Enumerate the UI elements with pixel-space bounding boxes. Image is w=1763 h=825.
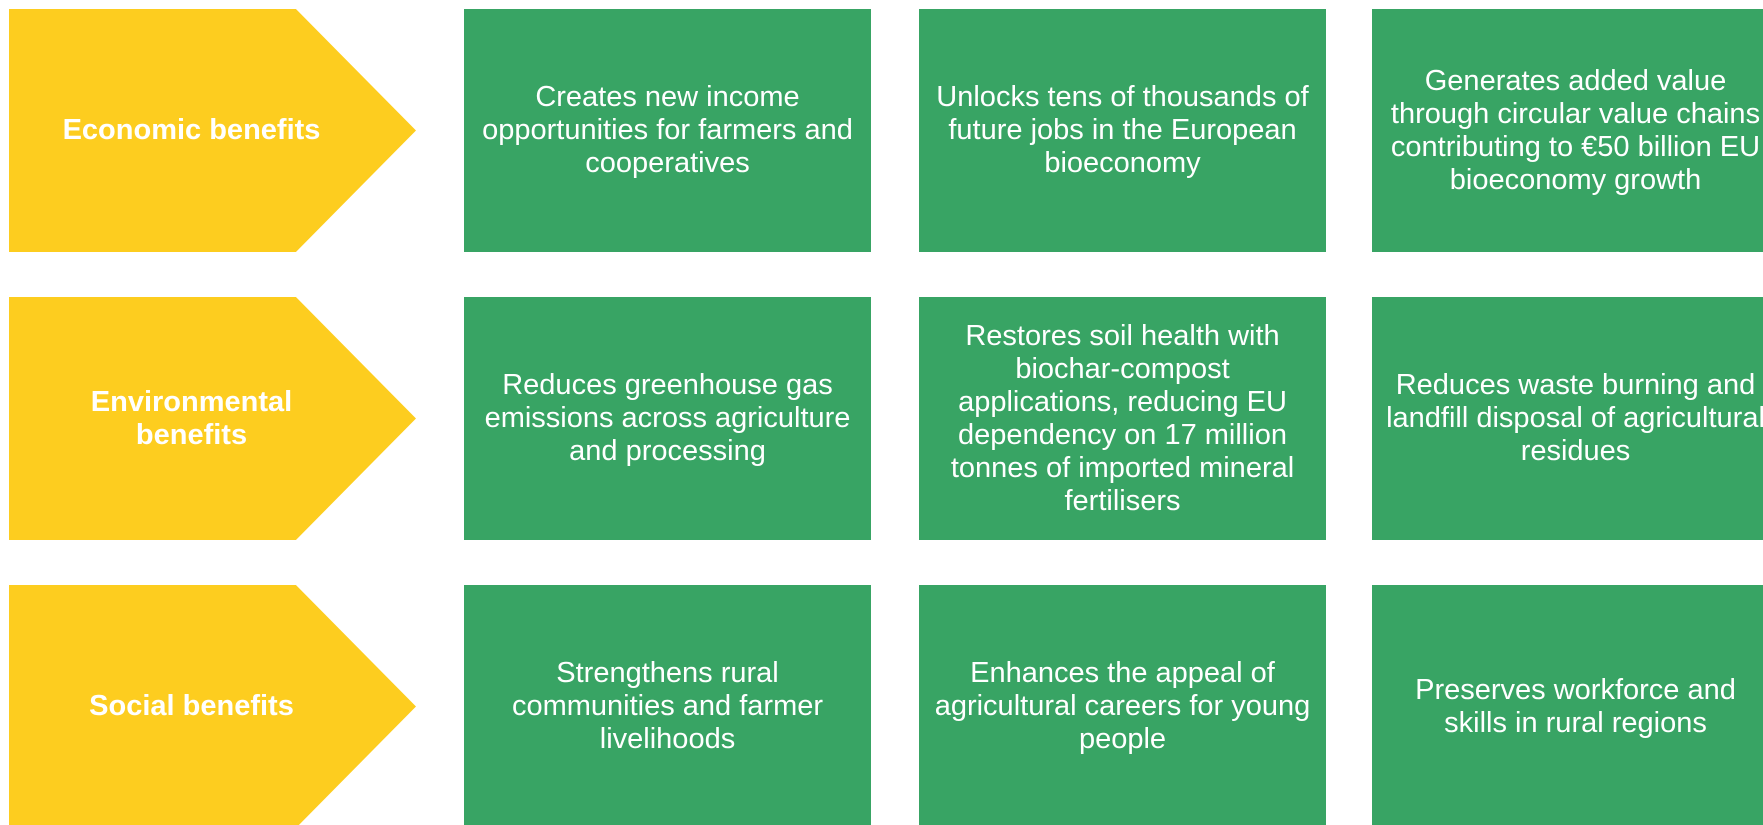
benefit-box: Reduces greenhouse gas emissions across … <box>464 297 871 540</box>
benefit-box: Unlocks tens of thousands of future jobs… <box>919 9 1326 252</box>
benefit-box-text: Creates new income opportunities for far… <box>482 81 853 179</box>
benefit-box: Reduces waste burning and landfill dispo… <box>1372 297 1763 540</box>
benefit-box-text: Unlocks tens of thousands of future jobs… <box>936 81 1309 179</box>
category-chevron: Economic benefits <box>9 9 416 252</box>
category-chevron: Social benefits <box>9 585 416 825</box>
benefit-box-text: Restores soil health with biochar-compos… <box>950 319 1295 517</box>
benefit-box-text: Preserves workforce and skills in rural … <box>1415 673 1736 739</box>
benefit-box-text: Reduces waste burning and landfill dispo… <box>1386 369 1763 467</box>
benefit-box: Creates new income opportunities for far… <box>464 9 871 252</box>
benefit-box: Generates added value through circular v… <box>1372 9 1763 252</box>
benefit-box: Enhances the appeal of agricultural care… <box>919 585 1326 825</box>
benefit-box-text: Strengthens rural communities and farmer… <box>511 657 824 755</box>
benefit-box: Strengthens rural communities and farmer… <box>464 585 871 825</box>
benefit-box-text: Generates added value through circular v… <box>1390 64 1761 196</box>
benefit-box-text: Enhances the appeal of agricultural care… <box>934 657 1311 755</box>
category-chevron-text: Social benefits <box>89 690 294 722</box>
category-chevron-text: Environmental benefits <box>90 385 293 451</box>
benefit-box-text: Reduces greenhouse gas emissions across … <box>484 369 851 467</box>
benefit-box: Restores soil health with biochar-compos… <box>919 297 1326 540</box>
benefit-box: Preserves workforce and skills in rural … <box>1372 585 1763 825</box>
category-chevron-text: Economic benefits <box>62 114 321 146</box>
category-chevron: Environmental benefits <box>9 297 416 540</box>
